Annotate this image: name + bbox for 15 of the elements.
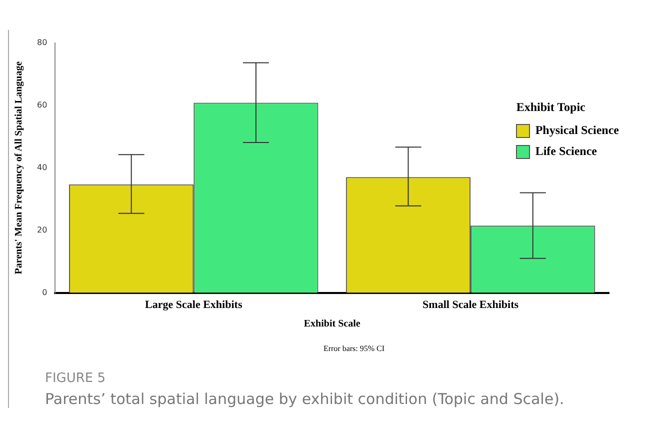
y-tick-label: 20 bbox=[36, 225, 48, 234]
y-tick-label: 80 bbox=[36, 38, 48, 47]
text: Parents’ total spatial language by exhibit condition (Topic and Scale). bbox=[44, 390, 566, 408]
y-axis-title: Parents' Mean Frequency of All Spatial Language bbox=[14, 60, 25, 274]
legend-title: Exhibit Topic bbox=[516, 100, 586, 115]
x-axis-title: Exhibit Scale bbox=[304, 318, 361, 330]
x-tick-label: Small Scale Exhibits bbox=[422, 299, 520, 312]
legend-label: Physical Science bbox=[535, 123, 619, 138]
y-tick-label: 40 bbox=[36, 162, 48, 172]
text: Error bars: 95% CI bbox=[322, 344, 386, 353]
y-tick-label: 60 bbox=[36, 100, 48, 110]
caption: FIGURE 5 bbox=[44, 371, 107, 386]
x-tick-label: Large Scale Exhibits bbox=[145, 299, 243, 312]
legend-label: Life Science bbox=[535, 144, 597, 159]
y-tick-label: 0 bbox=[42, 288, 48, 297]
